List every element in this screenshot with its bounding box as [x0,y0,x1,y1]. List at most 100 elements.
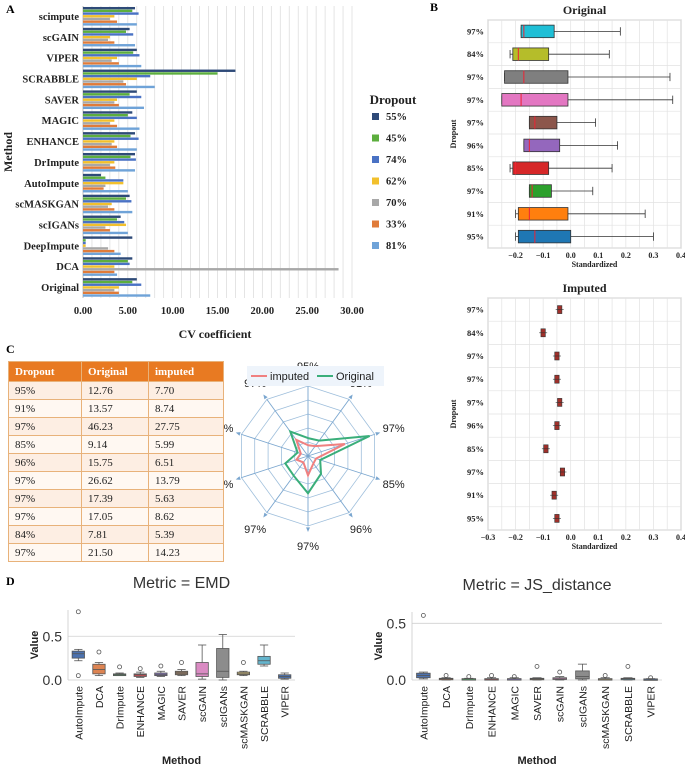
bar [83,132,136,135]
radar-spoke [266,399,309,457]
bar [83,95,142,99]
bar [83,210,133,214]
cell-original: 46.23 [81,417,149,436]
cell-original: 12.76 [81,381,149,400]
bar [83,35,110,39]
cell-dropout: 96% [8,453,82,472]
cell-imputed: 5.63 [148,489,224,508]
category-label: scIGANs [39,221,79,232]
bar [83,163,110,167]
box [528,115,558,130]
x-tick-label: DrImpute [115,686,127,729]
x-axis-title: CV coefficient [179,327,252,341]
x-tick-label: 0.4 [676,533,685,542]
col-header-imputed: imputed [148,361,224,382]
box [512,47,550,61]
bar [83,124,118,128]
radar-series-line [294,438,346,478]
x-tick-label: scMASKGAN [600,686,612,749]
bar [83,116,137,120]
x-tick-label: MAGIC [509,686,521,721]
bar [83,280,133,284]
radar-axis-label: 97% [383,423,405,435]
table-row: 97% 46.23 27.75 [8,417,224,436]
cell-dropout: 85% [8,435,82,454]
cell-dropout: 97% [8,489,82,508]
panel-label-c: C [6,342,15,356]
bar [83,236,133,239]
x-tick-label: SCRABBLE [623,686,635,742]
x-tick-label: VIPER [646,686,658,718]
category-label: 97% [467,374,484,384]
x-tick-label: AutoImpute [73,686,85,740]
cell-original: 17.05 [81,507,149,526]
cell-original: 21.50 [81,543,149,562]
bar [83,54,140,57]
x-tick-label: DCA [94,686,106,708]
outlier-point [158,663,164,669]
radar-arrowhead [348,394,353,400]
bar [83,17,110,21]
category-label: Original [41,283,79,294]
table-row: 97% 21.50 14.23 [8,543,224,562]
bar [83,9,133,13]
category-label: 97% [467,72,484,82]
x-tick-label: AutoImpute [418,686,430,740]
category-label: AutoImpute [24,179,79,190]
category-label: 97% [467,351,484,361]
x-tick-label: 15.00 [206,306,230,317]
bar [83,122,110,125]
outlier-point [625,664,631,669]
outlier-point [557,669,563,675]
bar [83,283,142,286]
cell-original: 15.75 [81,453,149,472]
box [133,673,147,677]
x-tick-label: MAGIC [156,686,168,721]
bar [83,30,127,33]
cell-imputed: 14.23 [148,543,224,562]
x-tick-label: 0.2 [621,533,631,542]
bar [83,33,134,36]
bar [83,51,134,54]
table-row: 95% 12.76 7.70 [8,381,224,400]
bar [83,90,137,93]
bar [83,64,142,68]
bar [83,83,127,86]
cell-original: 17.39 [81,489,149,508]
bar [83,197,127,200]
bar [83,273,118,276]
chart-title: Metric = EMD [133,575,230,592]
bar [83,220,125,224]
bar [83,140,115,143]
col-header-dropout: Dropout [8,361,82,382]
legend-label: 45% [386,134,407,145]
bar [83,137,139,140]
outlier-point [137,666,143,672]
cell-imputed: 27.75 [148,417,224,436]
y-axis-title: Dropout [449,399,458,428]
outlier-point [466,674,472,679]
legend-swatch [372,177,379,185]
bar [83,145,118,149]
bar [83,74,151,78]
bar [83,20,118,23]
cell-dropout: 84% [8,525,82,544]
cell-original: 26.62 [81,471,149,490]
radar-series-line [283,429,371,495]
bar [83,62,119,65]
legend-label: 55% [386,112,407,123]
cell-original: 7.81 [81,525,149,544]
bar [83,294,151,297]
bar [83,259,128,263]
bar [83,166,116,169]
x-tick-label: 0.4 [676,251,685,260]
panel-b-imputed: 97% 84% 97% 97% 97% 96% 85% 97% 91% 95% −0.3 −0.2 −0… [449,281,685,551]
bar [83,152,136,156]
category-label: 85% [467,163,484,173]
radar-arrowhead [235,476,241,480]
bar [83,113,128,117]
radar-arrowhead [306,527,310,532]
x-axis-title: Method [162,755,201,767]
x-tick-label: DrImpute [464,686,476,729]
